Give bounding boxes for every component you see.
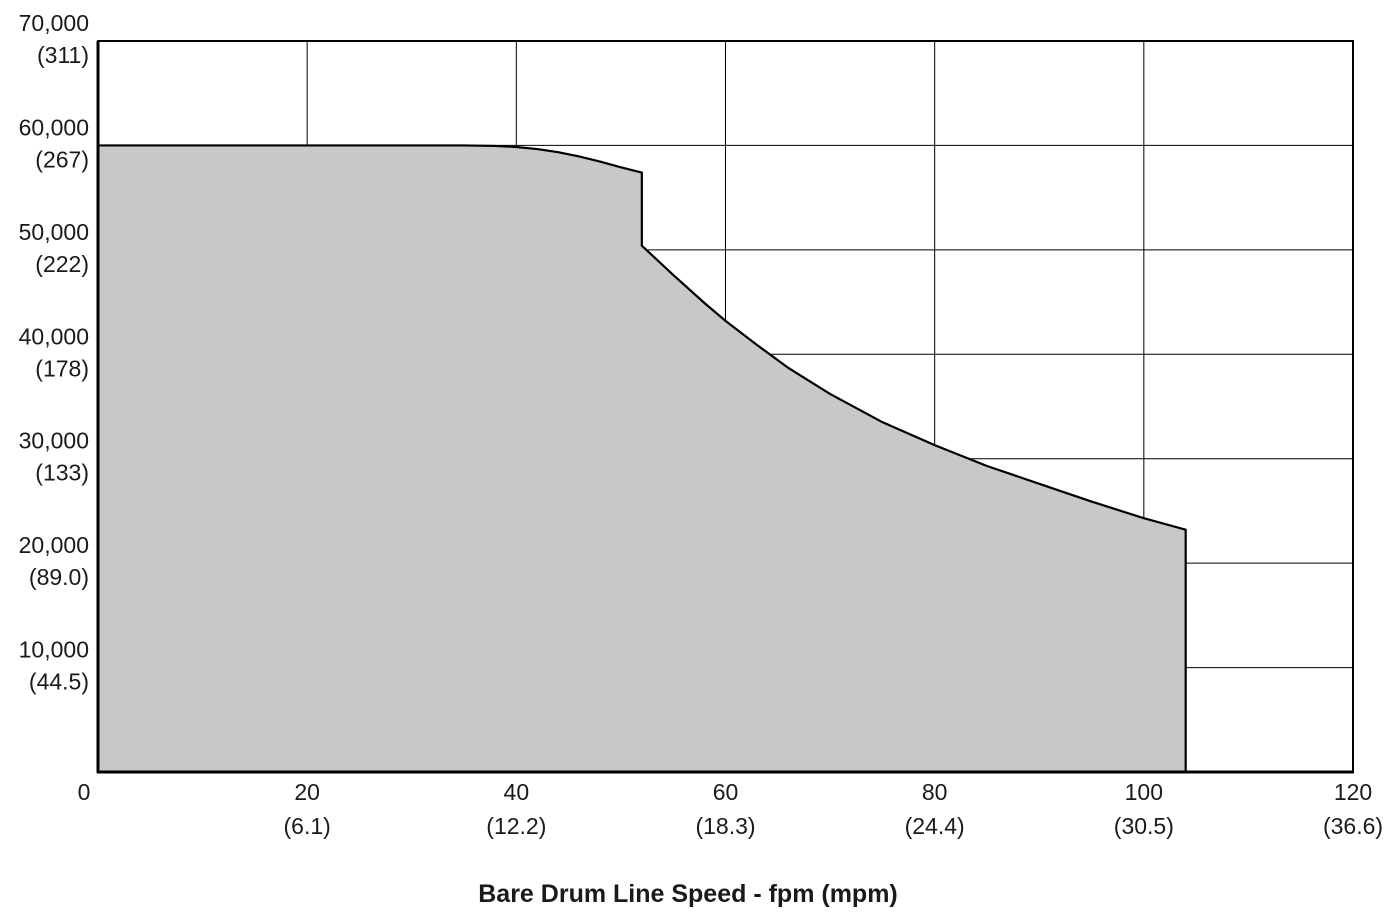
y-tick-label-metric: (44.5) — [29, 669, 89, 695]
x-tick-label-metric: (12.2) — [486, 813, 546, 839]
x-tick-label-metric: (6.1) — [284, 813, 331, 839]
x-tick-label: 100 — [1125, 779, 1163, 805]
y-tick-label-metric: (178) — [35, 355, 89, 381]
y-tick-label-metric: (89.0) — [29, 564, 89, 590]
x-tick-label-metric: (24.4) — [905, 813, 965, 839]
y-tick-label: 70,000 — [19, 10, 89, 36]
y-tick-label-metric: (311) — [37, 42, 89, 68]
x-tick-label: 80 — [922, 779, 948, 805]
y-tick-label: 40,000 — [19, 323, 89, 349]
y-tick-label: 10,000 — [19, 637, 89, 663]
y-tick-label-metric: (222) — [35, 251, 89, 277]
y-tick-label: 60,000 — [19, 114, 89, 140]
x-tick-label: 120 — [1334, 779, 1372, 805]
y-tick-label: 20,000 — [19, 532, 89, 558]
x-tick-label-metric: (36.6) — [1323, 813, 1383, 839]
x-tick-label-metric: (30.5) — [1114, 813, 1174, 839]
y-tick-label: 50,000 — [19, 219, 89, 245]
x-tick-label: 40 — [504, 779, 530, 805]
x-tick-label-metric: (18.3) — [695, 813, 755, 839]
x-axis-label: Bare Drum Line Speed - fpm (mpm) — [478, 880, 898, 908]
y-tick-label-metric: (267) — [35, 146, 89, 172]
y-tick-label-metric: (133) — [35, 460, 89, 486]
x-tick-label: 0 — [78, 779, 91, 805]
x-tick-label: 20 — [294, 779, 320, 805]
x-tick-label: 60 — [713, 779, 739, 805]
y-tick-label: 30,000 — [19, 428, 89, 454]
